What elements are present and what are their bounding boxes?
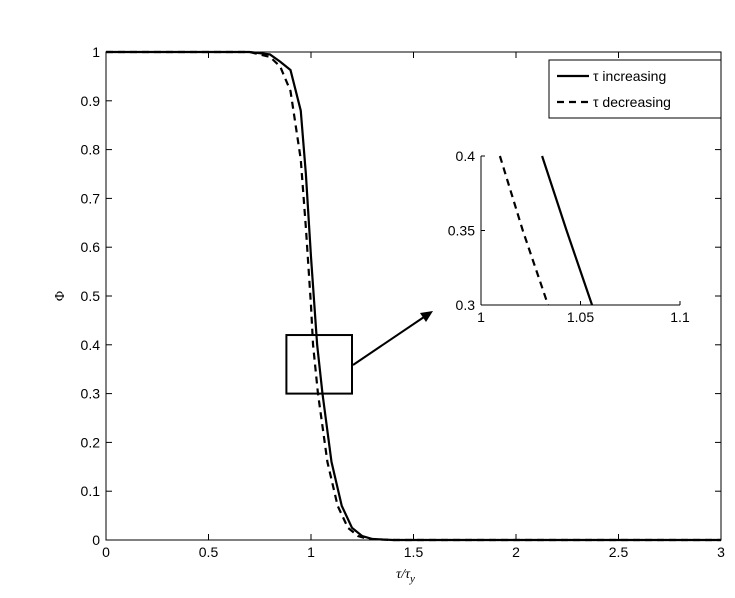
x-tick-label: 3	[717, 544, 725, 560]
y-tick-label: 0.9	[81, 93, 101, 109]
x-axis-label: τ/τy	[396, 567, 415, 585]
series-line	[106, 50, 721, 542]
x-tick-label: 1.05	[567, 309, 594, 325]
zoom-arrow-head	[420, 311, 433, 322]
legend-box	[548, 59, 722, 119]
y-axis-label: Φ	[53, 291, 68, 301]
series-line	[498, 155, 550, 306]
x-tick-label: 1	[307, 544, 315, 560]
y-tick-label: 0.3	[81, 386, 101, 402]
y-tick-label: 0.1	[81, 483, 101, 499]
zoom-box	[285, 334, 353, 395]
x-tick-label: 1	[477, 309, 485, 325]
legend-label: τ increasing	[593, 68, 666, 84]
y-tick-label: 0.6	[81, 239, 101, 255]
y-tick-label: 0.8	[81, 142, 101, 158]
series-line	[106, 50, 721, 542]
zoom-arrow	[352, 316, 425, 366]
y-tick-label: 0.35	[448, 223, 475, 239]
y-tick-label: 1	[92, 44, 100, 60]
y-tick-label: 0.3	[456, 297, 476, 313]
y-tick-label: 0.7	[81, 190, 101, 206]
y-tick-label: 0.5	[81, 288, 101, 304]
x-axis-label-main: τ/τ	[396, 567, 411, 582]
x-tick-label: 2	[512, 544, 520, 560]
x-tick-label: 1.5	[404, 544, 424, 560]
x-tick-label: 0	[102, 544, 110, 560]
y-tick-label: 0	[92, 532, 100, 548]
plot-frame	[105, 51, 722, 541]
y-tick-label: 0.2	[81, 434, 101, 450]
y-tick-label: 0.4	[456, 148, 476, 164]
legend-label: τ decreasing	[593, 94, 671, 110]
series-line	[541, 155, 594, 306]
x-tick-label: 0.5	[199, 544, 219, 560]
y-tick-label: 0.4	[81, 337, 101, 353]
x-tick-label: 1.1	[670, 309, 690, 325]
x-tick-label: 2.5	[609, 544, 629, 560]
x-axis-label-sub: y	[409, 573, 415, 585]
